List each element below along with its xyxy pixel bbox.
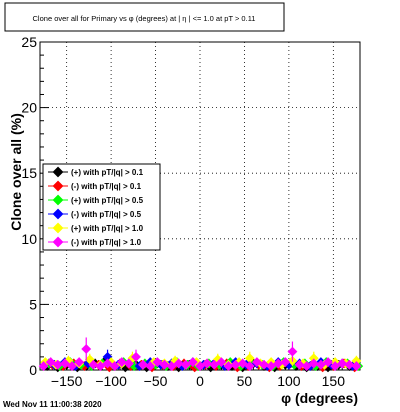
x-tick-label: 0 <box>196 373 204 389</box>
data-point <box>166 361 177 371</box>
x-tick-labels: −150 −100 −50 0 50 100 150 <box>51 373 345 389</box>
data-point <box>180 359 191 370</box>
data-point <box>59 358 70 369</box>
data-point <box>315 359 326 370</box>
data-point <box>294 359 305 370</box>
series-group <box>38 337 362 371</box>
x-tick-label: −150 <box>51 373 83 389</box>
data-point <box>159 359 170 370</box>
data-point <box>251 357 262 368</box>
legend-marker <box>52 180 64 192</box>
x-axis-label: φ (degrees) <box>281 390 358 406</box>
legend-label: (-) with pT/|q| > 0.5 <box>71 210 142 219</box>
data-point <box>301 361 312 371</box>
data-point <box>209 359 220 370</box>
legend-marker <box>52 222 64 234</box>
data-point <box>123 358 134 369</box>
y-tick-label: 10 <box>21 231 37 247</box>
y-axis-label: Clone over all (%) <box>8 113 24 230</box>
footer-timestamp: Wed Nov 11 11:00:38 2020 <box>3 400 102 409</box>
data-point <box>237 358 248 369</box>
data-point <box>287 346 298 357</box>
y-tick-label: 0 <box>29 362 37 378</box>
legend-label: (+) with pT/|q| > 0.1 <box>71 168 144 177</box>
legend-box <box>42 163 161 251</box>
y-tick-label: 15 <box>21 165 37 181</box>
data-point <box>102 358 113 369</box>
data-point <box>351 361 362 371</box>
data-point <box>330 361 341 371</box>
data-point <box>202 358 213 369</box>
title-box <box>4 2 285 32</box>
data-point <box>244 361 255 371</box>
data-point <box>138 359 149 370</box>
legend-label: (-) with pT/|q| > 1.0 <box>71 238 142 247</box>
legend-label: (+) with pT/|q| > 1.0 <box>71 224 144 233</box>
data-point <box>259 359 269 370</box>
data-point <box>116 357 127 368</box>
data-points <box>38 337 364 373</box>
legend-label: (-) with pT/|q| > 0.1 <box>71 182 142 191</box>
data-point <box>337 358 348 369</box>
x-tick-label: −50 <box>144 373 168 389</box>
x-tick-label: 100 <box>277 373 301 389</box>
data-point <box>173 358 184 369</box>
data-point <box>88 359 99 370</box>
data-point <box>95 361 106 371</box>
data-point <box>308 358 319 369</box>
data-point <box>74 357 85 368</box>
y-tick-label: 20 <box>21 100 37 116</box>
y-tick-label: 25 <box>21 34 37 50</box>
data-point <box>323 357 333 368</box>
data-point <box>45 357 56 368</box>
x-tick-label: 50 <box>237 373 253 389</box>
legend-marker <box>52 208 64 220</box>
data-point <box>266 361 277 371</box>
data-point <box>145 361 156 371</box>
data-point <box>216 357 227 368</box>
legend: (+) with pT/|q| > 0.1 (-) with pT/|q| > 0… <box>42 163 161 251</box>
legend-marker <box>52 166 64 178</box>
data-point <box>109 361 120 371</box>
data-point <box>187 357 198 368</box>
data-point <box>152 357 163 368</box>
data-point <box>195 361 205 371</box>
data-point <box>81 344 92 354</box>
chart-title: Clone over all for Primary vs φ (degrees… <box>33 14 256 23</box>
data-point <box>280 357 291 368</box>
y-tick-labels: 0 5 10 15 20 25 <box>21 34 37 378</box>
legend-marker <box>52 236 64 248</box>
legend-label: (+) with pT/|q| > 0.5 <box>71 196 144 205</box>
legend-marker <box>52 194 64 206</box>
x-tick-label: −100 <box>95 373 127 389</box>
data-point <box>344 359 355 370</box>
y-tick-label: 5 <box>29 296 37 312</box>
x-tick-label: 150 <box>322 373 346 389</box>
data-point <box>131 351 141 362</box>
data-point <box>38 361 49 371</box>
data-point <box>67 361 77 371</box>
